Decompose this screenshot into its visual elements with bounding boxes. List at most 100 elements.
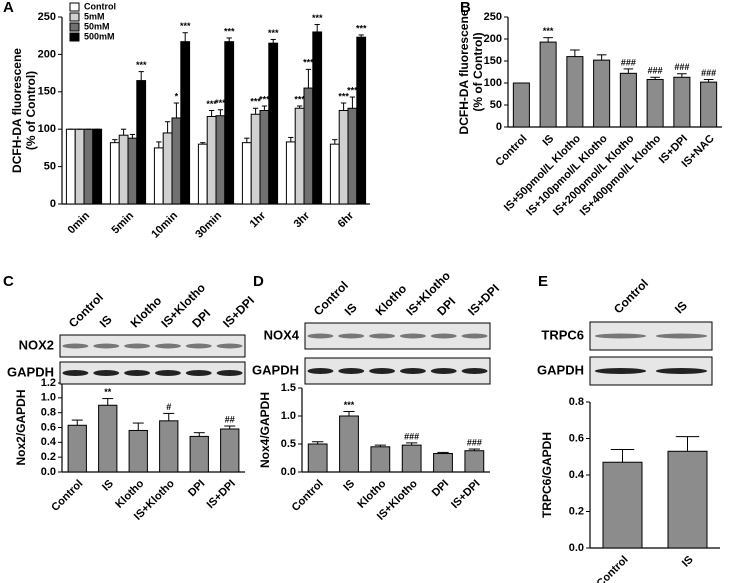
lane-label: DPI [434,294,458,318]
lane-label: IS [672,298,690,316]
bar [646,78,664,128]
error-bar [610,448,635,463]
y-tick-label: 0.2 [41,451,56,463]
legend-label: 500mM [84,31,115,41]
bar [303,87,314,205]
y-tick-label: 100 [38,123,56,135]
bar [602,461,643,549]
blot-band [338,368,365,374]
y-tick-label: 0.8 [41,407,56,419]
legend-label: 50mM [84,21,110,31]
blot-band [399,368,426,374]
annotation: *** [338,91,349,101]
y-axis-label: TRPC6/GAPDH [540,432,554,518]
blot-band [430,368,457,374]
panel-letter: A [3,0,14,16]
lane-label: IS [97,312,115,330]
bar [673,76,691,128]
x-tick-label: 30min [193,209,224,240]
x-tick-label: Control [290,478,326,514]
error-bar [102,398,114,406]
error-bar [193,432,205,437]
bar [98,404,118,473]
y-tick-label: 200 [38,48,56,60]
bar [539,41,557,128]
blot-band [461,368,488,374]
bar [667,450,708,549]
x-tick-label: Control [493,133,529,169]
bar [136,80,147,205]
bar [241,142,252,205]
error-bar [675,436,700,452]
bar [566,56,584,128]
bar [109,142,120,205]
y-tick-label: 1.2 [41,377,56,389]
blot-strip [304,357,491,385]
error-bar [374,444,386,447]
blot-band [461,333,488,339]
annotation: ### [701,68,716,78]
blot-band [93,370,120,376]
blot-row-label: NOX4 [264,327,300,342]
legend-swatch [69,2,80,12]
bar [220,428,240,473]
error-bar [296,105,303,109]
y-tick-label: 0.6 [41,421,56,433]
x-tick-label: IS [540,133,556,149]
error-bar [543,37,553,43]
blot-row-label: GAPDH [537,362,584,377]
bar [370,446,391,473]
error-bar [406,442,418,446]
y-tick-label: 250 [38,11,56,23]
blot-band [655,333,708,339]
bar [224,41,235,205]
error-bar [163,412,175,421]
blot-band [655,368,708,374]
y-tick-label: 1.0 [41,392,56,404]
blot-band [124,343,151,349]
error-bar [570,49,580,57]
y-axis-label: DCFH-DA fluorescene [10,48,24,173]
lane-label: IS [342,300,360,318]
y-tick-label: 0.6 [569,432,584,444]
blot-band [154,343,181,349]
annotation: *** [215,98,226,108]
error-bar [623,68,634,74]
blot-band [62,343,89,349]
blot-strip [304,322,491,350]
legend-label: Control [84,1,116,11]
legend-swatch [69,22,80,32]
annotation: *** [206,99,217,109]
error-bar [261,105,268,111]
error-bar [349,96,356,109]
x-tick-label: 3hr [292,209,313,230]
bar [464,450,485,473]
y-tick-label: 0.4 [41,436,57,448]
bar [197,143,208,205]
y-tick-label: 150 [484,55,502,67]
bar [65,128,76,205]
annotation: *** [180,21,191,31]
error-bar [182,32,188,42]
x-tick-label: IS+DPI [205,478,238,511]
error-bar [224,425,236,429]
blot-band [338,333,365,339]
annotation: *** [136,60,147,70]
blot-band [216,343,243,349]
x-tick-label: 10min [149,209,180,240]
error-bar [138,71,144,81]
error-bar [156,141,162,148]
bar [180,41,191,205]
bar [128,429,148,473]
annotation: # [166,402,171,412]
error-bar [71,419,83,426]
lane-label: IS+DPI [220,293,257,330]
x-tick-label: 6hr [336,209,357,230]
annotation: *** [303,58,314,68]
y-tick-label: 0 [496,121,502,133]
bar [92,128,103,205]
bar [162,132,173,205]
y-tick-label: 200 [484,33,502,45]
y-tick-label: 0.5 [281,438,296,450]
